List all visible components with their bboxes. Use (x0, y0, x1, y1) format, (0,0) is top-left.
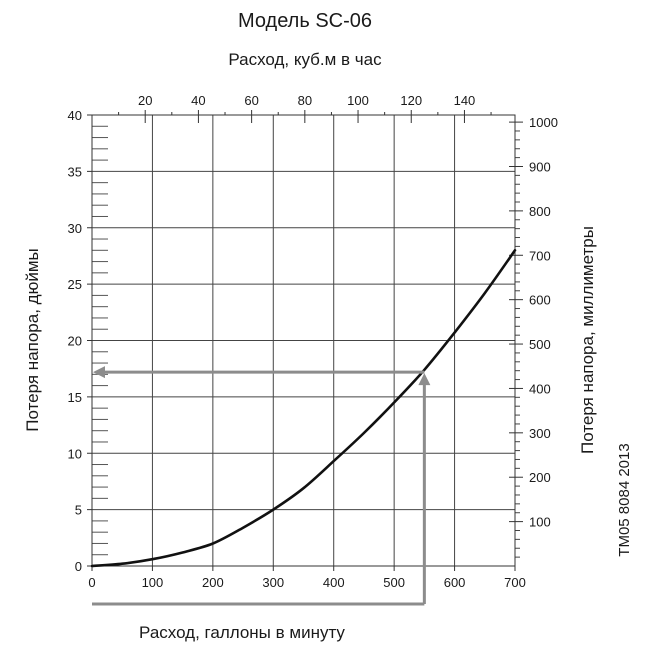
grid-lines (87, 114, 516, 571)
y-tick-label: 25 (68, 277, 82, 292)
y-tick-label: 30 (68, 221, 82, 236)
chart-title: Модель SC-06 (238, 10, 372, 32)
x-tick-label: 600 (444, 575, 466, 590)
y-right-tick-label: 700 (529, 248, 551, 263)
y-right-tick-label: 900 (529, 159, 551, 174)
x-tick-label: 500 (383, 575, 405, 590)
x-tick-label: 100 (142, 575, 164, 590)
y-tick-label: 10 (68, 446, 82, 461)
x-top-tick-label: 100 (347, 93, 369, 108)
y-tick-label: 20 (68, 334, 82, 349)
annotation-arrows (92, 366, 431, 606)
x-axis-top-title: Расход, куб.м в час (228, 50, 382, 69)
annotation-arrowhead-left (93, 366, 105, 379)
x-tick-label: 200 (202, 575, 224, 590)
plot-frame (91, 114, 516, 567)
x-top-tick-label: 20 (138, 93, 152, 108)
y-right-tick-label: 1000 (529, 115, 558, 130)
x-top-tick-label: 40 (191, 93, 205, 108)
x-top-tick-label: 140 (454, 93, 476, 108)
x-tick-label: 300 (262, 575, 284, 590)
x-tick-label: 700 (504, 575, 526, 590)
y-tick-label: 5 (75, 503, 82, 518)
y-tick-label: 35 (68, 164, 82, 179)
annotation-arrowhead-up (418, 373, 431, 386)
y-tick-label: 15 (68, 390, 82, 405)
x-tick-label: 0 (88, 575, 95, 590)
x-top-tick-label: 120 (400, 93, 422, 108)
series-line (90, 249, 517, 568)
y-right-tick-label: 800 (529, 204, 551, 219)
y-tick-label: 0 (75, 559, 82, 574)
x-top-tick-label: 60 (244, 93, 258, 108)
minor-ticks (92, 110, 523, 558)
y-right-tick-label: 300 (529, 426, 551, 441)
y-right-tick-label: 600 (529, 293, 551, 308)
y-tick-label: 40 (68, 108, 82, 123)
y-axis-title: Потеря напора, дюймы (23, 248, 42, 431)
y-right-tick-label: 100 (529, 515, 551, 530)
x-axis-title: Расход, галлоны в минуту (139, 623, 345, 642)
y-right-tick-label: 200 (529, 470, 551, 485)
tick-labels: 0 100 200 300 400 500 600 700 0 5 10 15 20 25 30 35 40 20… (68, 93, 558, 590)
document-code: TM05 8084 2013 (616, 443, 633, 556)
y-right-tick-label: 400 (529, 381, 551, 396)
x-top-tick-label: 80 (298, 93, 312, 108)
y-right-tick-label: 500 (529, 337, 551, 352)
x-tick-label: 400 (323, 575, 345, 590)
series-layer (90, 249, 517, 568)
y-axis-right-title: Потеря напора, миллиметры (578, 226, 597, 454)
